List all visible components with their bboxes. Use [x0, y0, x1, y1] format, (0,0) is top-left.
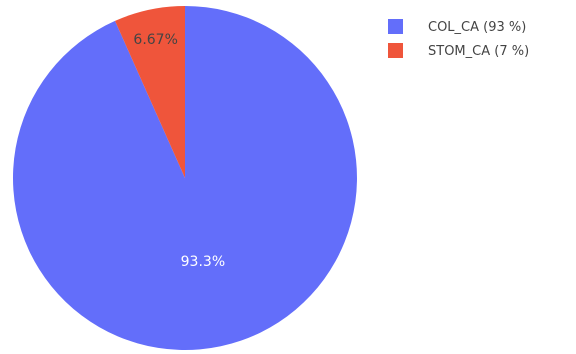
slice-percent-label: 6.67% [133, 32, 177, 48]
pie-slices [12, 6, 357, 350]
legend-item-col-ca[interactable]: COL_CA (93 %) [388, 19, 526, 35]
legend-swatch [388, 43, 403, 58]
legend-swatch [388, 19, 403, 34]
pie-slice-col-ca[interactable] [12, 6, 357, 350]
legend-item-stom-ca[interactable]: STOM_CA (7 %) [388, 43, 529, 59]
legend: COL_CA (93 %) STOM_CA (7 %) [388, 19, 529, 59]
legend-label: STOM_CA (7 %) [428, 44, 529, 59]
legend-label: COL_CA (93 %) [428, 20, 526, 35]
pie-slice-stom-ca[interactable] [115, 6, 185, 178]
pie-labels: 93.3% 6.67% [133, 32, 225, 270]
slice-percent-label: 93.3% [181, 254, 225, 270]
